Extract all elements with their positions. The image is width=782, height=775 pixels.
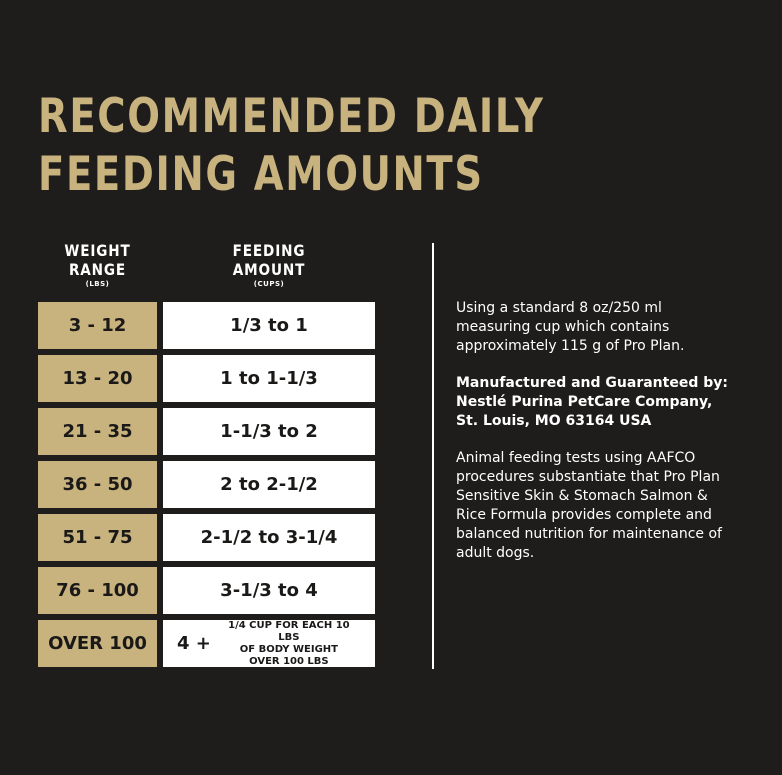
info-line: Animal feeding tests using AAFCO	[456, 450, 696, 466]
info-line: Sensitive Skin & Stomach Salmon &	[456, 488, 708, 504]
amount-note: 1/4 CUP FOR EACH 10 LBS OF BODY WEIGHT O…	[219, 620, 359, 668]
note-line-2: OF BODY WEIGHT	[239, 643, 338, 655]
feeding-amount-header: FEEDING AMOUNT (CUPS)	[163, 241, 375, 289]
info-line: Nestlé Purina PetCare Company,	[456, 394, 713, 410]
aafco-statement: Animal feeding tests using AAFCO procedu…	[456, 449, 756, 563]
note-line-1: 1/4 CUP FOR EACH 10 LBS	[228, 619, 350, 643]
info-line: Using a standard 8 oz/250 ml	[456, 300, 662, 316]
page-title: RECOMMENDED DAILY FEEDING AMOUNTS	[38, 88, 545, 204]
note-line-3: OVER 100 LBS	[249, 655, 329, 667]
amount-cell: 1-1/3 to 2	[163, 408, 375, 455]
weight-cell: 36 - 50	[38, 461, 157, 508]
info-line: measuring cup which contains	[456, 319, 670, 335]
info-line: Rice Formula provides complete and	[456, 507, 712, 523]
info-line: approximately 115 g of Pro Plan.	[456, 338, 685, 354]
table-row: 21 - 35 1-1/3 to 2	[38, 408, 375, 455]
amount-header-unit: (CUPS)	[253, 280, 285, 288]
weight-header-line-2: RANGE	[68, 260, 127, 279]
weight-header-line-1: WEIGHT	[64, 241, 131, 260]
weight-cell: 3 - 12	[38, 302, 157, 349]
amount-cell: 3-1/3 to 4	[163, 567, 375, 614]
amount-header-line-1: FEEDING	[232, 241, 306, 260]
info-line: adult dogs.	[456, 545, 535, 561]
amount-cell: 1/3 to 1	[163, 302, 375, 349]
info-line: Manufactured and Guaranteed by:	[456, 375, 728, 391]
table-row: 36 - 50 2 to 2-1/2	[38, 461, 375, 508]
table-row: 13 - 20 1 to 1-1/3	[38, 355, 375, 402]
weight-cell: OVER 100	[38, 620, 157, 667]
amount-header-line-2: AMOUNT	[232, 260, 306, 279]
weight-header-unit: (LBS)	[85, 280, 110, 288]
title-line-2: FEEDING AMOUNTS	[38, 147, 484, 202]
table-row: 76 - 100 3-1/3 to 4	[38, 567, 375, 614]
amount-cell: 2 to 2-1/2	[163, 461, 375, 508]
table-row-over-100: OVER 100 4 + 1/4 CUP FOR EACH 10 LBS OF …	[38, 620, 375, 667]
measuring-info: Using a standard 8 oz/250 ml measuring c…	[456, 299, 756, 356]
weight-cell: 21 - 35	[38, 408, 157, 455]
title-line-1: RECOMMENDED DAILY	[38, 89, 545, 144]
amount-cell: 4 + 1/4 CUP FOR EACH 10 LBS OF BODY WEIG…	[163, 620, 375, 667]
table-row: 3 - 12 1/3 to 1	[38, 302, 375, 349]
weight-cell: 13 - 20	[38, 355, 157, 402]
info-line: St. Louis, MO 63164 USA	[456, 413, 652, 429]
amount-cell: 1 to 1-1/3	[163, 355, 375, 402]
weight-range-header: WEIGHT RANGE (LBS)	[38, 241, 157, 289]
manufacturer-info: Manufactured and Guaranteed by: Nestlé P…	[456, 374, 756, 431]
table-row: 51 - 75 2-1/2 to 3-1/4	[38, 514, 375, 561]
amount-cell: 2-1/2 to 3-1/4	[163, 514, 375, 561]
info-line: procedures substantiate that Pro Plan	[456, 469, 720, 485]
info-line: balanced nutrition for maintenance of	[456, 526, 722, 542]
amount-base: 4 +	[177, 633, 211, 654]
weight-cell: 51 - 75	[38, 514, 157, 561]
weight-cell: 76 - 100	[38, 567, 157, 614]
vertical-divider	[432, 243, 434, 669]
